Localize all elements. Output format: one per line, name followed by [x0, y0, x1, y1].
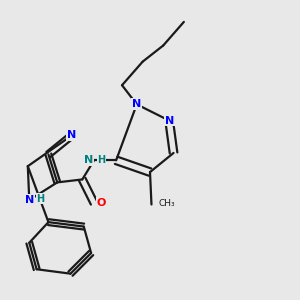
Text: CH₃: CH₃ [159, 199, 176, 208]
Text: N: N [164, 116, 174, 126]
Text: H: H [36, 194, 44, 204]
Text: N: N [25, 195, 34, 205]
Text: O: O [97, 198, 106, 208]
Text: N: N [67, 130, 76, 140]
Text: N: N [83, 155, 93, 165]
Text: N: N [132, 99, 141, 110]
Text: H: H [98, 155, 106, 165]
